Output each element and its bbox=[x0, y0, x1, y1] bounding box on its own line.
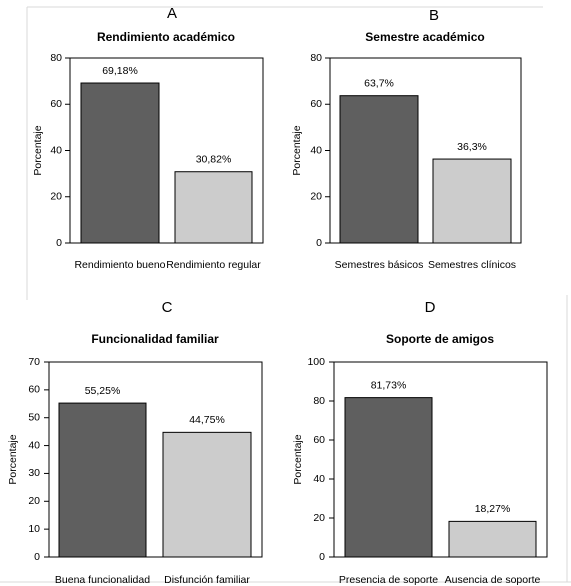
y-tick-label-3-5: 100 bbox=[307, 356, 325, 368]
y-axis-label-0: Porcentaje bbox=[32, 125, 44, 175]
plot-frame-3 bbox=[333, 361, 548, 558]
category-label-2-1: Disfunción familiar bbox=[164, 574, 250, 586]
panel-letter-1: B bbox=[429, 7, 439, 24]
y-tick-label-3-4: 80 bbox=[313, 395, 325, 407]
data-label-2-0: 55,25% bbox=[85, 385, 121, 397]
category-label-2-0: Buena funcionalidad bbox=[55, 574, 150, 586]
y-axis-label-3: Porcentaje bbox=[292, 434, 304, 484]
y-tick-label-2-1: 10 bbox=[28, 523, 40, 535]
category-label-1-0: Semestres básicos bbox=[335, 259, 424, 271]
data-label-0-1: 30,82% bbox=[196, 154, 232, 166]
y-tick-label-0-2: 40 bbox=[50, 144, 62, 156]
y-tick-label-2-2: 20 bbox=[28, 495, 40, 507]
y-tick-label-0-3: 60 bbox=[50, 98, 62, 110]
y-tick-label-2-5: 50 bbox=[28, 411, 40, 423]
bar-0-1 bbox=[174, 171, 253, 244]
data-label-1-0: 63,7% bbox=[364, 77, 394, 89]
plot-frame-2 bbox=[48, 361, 263, 558]
bar-2-1 bbox=[162, 431, 252, 558]
bar-0-0 bbox=[80, 82, 160, 244]
category-label-0-0: Rendimiento bueno bbox=[74, 259, 165, 271]
y-tick-label-0-4: 80 bbox=[50, 52, 62, 64]
chart-title-2: Funcionalidad familiar bbox=[91, 332, 219, 346]
y-axis-label-2: Porcentaje bbox=[7, 434, 19, 484]
panel-letter-2: C bbox=[162, 299, 173, 316]
bar-3-1 bbox=[448, 520, 537, 558]
y-tick-label-1-4: 80 bbox=[310, 52, 322, 64]
y-tick-label-2-4: 40 bbox=[28, 439, 40, 451]
y-tick-label-2-7: 70 bbox=[28, 356, 40, 368]
data-label-2-1: 44,75% bbox=[189, 414, 225, 426]
data-label-3-1: 18,27% bbox=[475, 503, 511, 515]
y-tick-label-2-3: 30 bbox=[28, 467, 40, 479]
bar-1-0 bbox=[339, 95, 419, 244]
data-label-1-1: 36,3% bbox=[457, 141, 487, 153]
category-label-1-1: Semestres clínicos bbox=[428, 259, 516, 271]
data-label-3-0: 81,73% bbox=[371, 379, 407, 391]
y-tick-label-1-2: 40 bbox=[310, 144, 322, 156]
category-label-0-1: Rendimiento regular bbox=[166, 259, 261, 271]
y-tick-label-0-1: 20 bbox=[50, 191, 62, 203]
data-label-0-0: 69,18% bbox=[102, 65, 138, 77]
bar-2-0 bbox=[58, 402, 147, 558]
category-label-3-1: Ausencia de soporte bbox=[445, 574, 541, 586]
y-tick-label-3-2: 40 bbox=[313, 473, 325, 485]
bar-3-0 bbox=[344, 397, 433, 558]
bar-1-1 bbox=[432, 158, 512, 244]
chart-title-1: Semestre académico bbox=[365, 30, 484, 44]
y-axis-label-1: Porcentaje bbox=[291, 125, 303, 175]
y-tick-label-3-0: 0 bbox=[319, 551, 325, 563]
chart-title-0: Rendimiento académico bbox=[97, 30, 235, 44]
y-tick-label-2-0: 0 bbox=[34, 551, 40, 563]
y-tick-label-1-0: 0 bbox=[316, 237, 322, 249]
y-tick-label-1-3: 60 bbox=[310, 98, 322, 110]
category-label-3-0: Presencia de soporte bbox=[339, 574, 438, 586]
y-tick-label-1-1: 20 bbox=[310, 191, 322, 203]
y-tick-label-3-3: 60 bbox=[313, 434, 325, 446]
y-tick-label-0-0: 0 bbox=[56, 237, 62, 249]
panel-letter-0: A bbox=[167, 5, 177, 22]
panel-letter-3: D bbox=[425, 299, 436, 316]
y-tick-label-3-1: 20 bbox=[313, 512, 325, 524]
y-tick-label-2-6: 60 bbox=[28, 384, 40, 396]
chart-title-3: Soporte de amigos bbox=[386, 332, 494, 346]
